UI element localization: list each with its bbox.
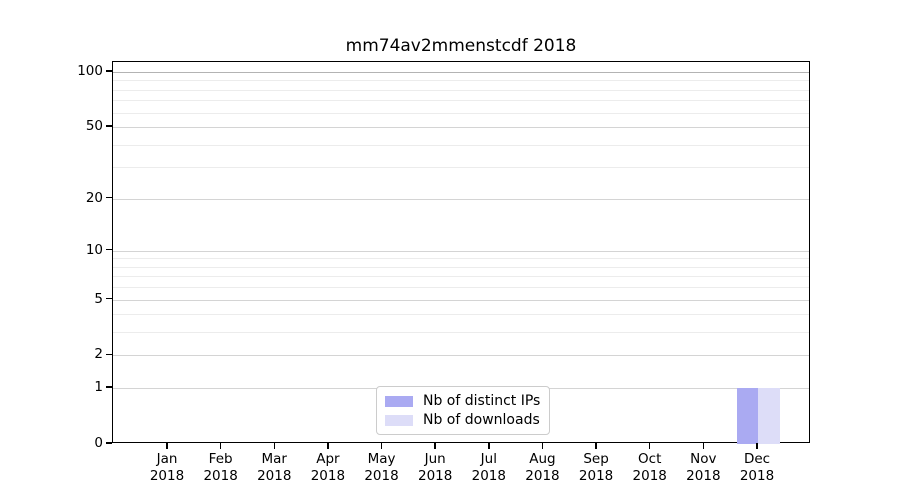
x-tick-mark-may bbox=[380, 443, 383, 449]
x-tick-mark-apr bbox=[327, 443, 329, 449]
x-tick-label-apr: Apr 2018 bbox=[310, 451, 346, 484]
x-tick-label-feb: Feb 2018 bbox=[203, 451, 238, 484]
y-tick-mark-1 bbox=[106, 386, 112, 388]
minor-gridline-9 bbox=[113, 258, 809, 260]
y-tick-mark-10 bbox=[106, 249, 112, 251]
y-tick-label-1: 1 bbox=[94, 379, 103, 396]
minor-gridline-80 bbox=[113, 89, 809, 91]
x-tick-mark-dec bbox=[756, 443, 758, 449]
major-gridline-2 bbox=[113, 355, 809, 357]
minor-gridline-4 bbox=[113, 314, 809, 316]
x-tick-label-jul: Jul 2018 bbox=[471, 451, 506, 484]
legend-swatch-distinct-ips bbox=[385, 395, 413, 407]
y-tick-mark-0 bbox=[106, 442, 112, 444]
major-gridline-20 bbox=[113, 198, 809, 200]
x-tick-mark-sep bbox=[595, 443, 597, 449]
minor-gridline-70 bbox=[113, 100, 809, 102]
legend-item-downloads: Nb of downloads bbox=[385, 412, 540, 428]
x-tick-mark-jul bbox=[488, 443, 490, 449]
x-tick-label-may: May 2018 bbox=[364, 451, 399, 484]
minor-gridline-40 bbox=[113, 144, 809, 146]
x-tick-label-sep: Sep 2018 bbox=[578, 451, 614, 484]
y-tick-label-5: 5 bbox=[94, 290, 103, 307]
bar-downloads-dec bbox=[758, 388, 780, 444]
minor-gridline-6 bbox=[113, 287, 809, 289]
x-tick-label-dec: Dec 2018 bbox=[739, 451, 775, 484]
minor-gridline-30 bbox=[113, 167, 809, 169]
x-tick-label-mar: Mar 2018 bbox=[257, 451, 292, 484]
x-tick-label-aug: Aug 2018 bbox=[525, 451, 560, 484]
legend: Nb of distinct IPs Nb of downloads bbox=[376, 386, 551, 435]
minor-gridline-8 bbox=[113, 266, 809, 268]
x-tick-mark-mar bbox=[273, 443, 275, 449]
x-tick-mark-jun bbox=[434, 443, 436, 449]
x-tick-label-nov: Nov 2018 bbox=[686, 451, 721, 484]
x-tick-label-jan: Jan 2018 bbox=[149, 451, 185, 484]
minor-gridline-3 bbox=[113, 332, 809, 334]
minor-gridline-60 bbox=[113, 112, 809, 114]
legend-label-distinct-ips: Nb of distinct IPs bbox=[423, 393, 541, 409]
y-tick-label-100: 100 bbox=[77, 63, 103, 79]
major-gridline-10 bbox=[113, 250, 809, 252]
x-tick-label-jun: Jun 2018 bbox=[417, 451, 453, 484]
x-tick-mark-aug bbox=[541, 443, 544, 449]
minor-gridline-90 bbox=[113, 80, 809, 82]
y-tick-label-0: 0 bbox=[94, 435, 103, 451]
major-gridline-100 bbox=[113, 72, 809, 73]
y-tick-mark-5 bbox=[106, 297, 112, 300]
x-tick-mark-feb bbox=[219, 443, 222, 449]
legend-label-downloads: Nb of downloads bbox=[423, 412, 540, 428]
x-tick-mark-oct bbox=[649, 443, 651, 449]
y-tick-mark-20 bbox=[106, 196, 112, 199]
y-tick-label-20: 20 bbox=[85, 189, 103, 206]
y-tick-mark-100 bbox=[106, 70, 112, 72]
plot-area bbox=[112, 61, 810, 444]
legend-item-distinct-ips: Nb of distinct IPs bbox=[385, 393, 540, 409]
minor-gridline-7 bbox=[113, 276, 809, 278]
major-gridline-50 bbox=[113, 127, 809, 129]
legend-swatch-downloads bbox=[385, 414, 413, 426]
y-tick-label-10: 10 bbox=[85, 241, 103, 258]
y-tick-label-50: 50 bbox=[85, 118, 103, 135]
bar-distinct-ips-dec bbox=[736, 388, 758, 444]
x-tick-mark-jan bbox=[166, 443, 168, 449]
y-tick-label-2: 2 bbox=[94, 346, 103, 363]
x-tick-mark-nov bbox=[702, 443, 705, 449]
y-tick-mark-2 bbox=[106, 353, 112, 356]
x-tick-label-oct: Oct 2018 bbox=[632, 451, 667, 484]
major-gridline-5 bbox=[113, 299, 809, 301]
chart-title: mm74av2mmenstcdf 2018 bbox=[345, 36, 577, 56]
y-tick-mark-50 bbox=[106, 125, 112, 127]
